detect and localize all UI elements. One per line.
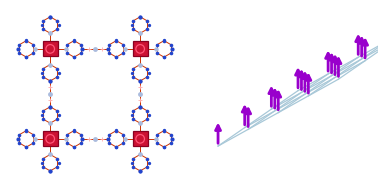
Bar (43, 131, 57, 146)
Bar (133, 131, 147, 146)
Bar (133, 42, 147, 56)
Bar (43, 42, 57, 56)
